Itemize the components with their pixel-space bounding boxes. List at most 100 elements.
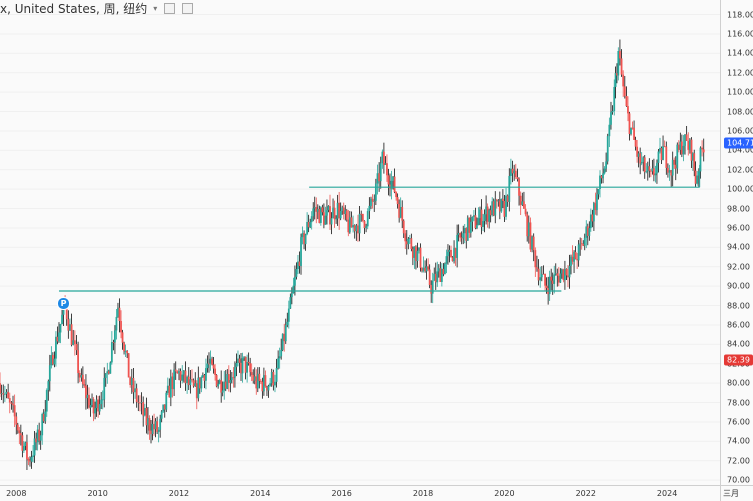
- candle-body: [80, 374, 83, 378]
- candle-body: [134, 388, 136, 393]
- secondary-price-label: 82.39: [724, 354, 753, 366]
- candle-body: [454, 248, 457, 258]
- candle-body: [643, 157, 646, 173]
- chevron-down-icon[interactable]: ▾: [153, 3, 158, 13]
- price-tick: 106.00: [727, 126, 753, 136]
- candle-body: [462, 233, 465, 239]
- candle-body: [548, 276, 551, 295]
- candle-body: [211, 358, 213, 365]
- price-tick: 98.00: [727, 204, 750, 214]
- candle-body: [379, 163, 382, 182]
- candle-body: [489, 210, 492, 216]
- candle-body: [702, 149, 705, 153]
- candle-body: [600, 175, 603, 179]
- candle-body: [542, 273, 545, 275]
- time-axis[interactable]: 2008 2010 2012 2014 2016 2018 2020 2022 2024: [0, 485, 720, 501]
- candle-body: [55, 336, 57, 359]
- candle-body: [690, 139, 693, 161]
- candle-body: [171, 376, 174, 390]
- candle-body: [221, 390, 224, 393]
- candle-body: [10, 402, 13, 404]
- candle-body: [574, 251, 577, 259]
- candle-body: [485, 206, 488, 215]
- candle-body: [115, 316, 118, 331]
- candle-body: [15, 416, 18, 425]
- candle-body: [506, 195, 509, 202]
- candle-body: [390, 180, 393, 189]
- candle-body: [51, 355, 54, 365]
- candle-body: [659, 147, 661, 152]
- time-axis-corner[interactable]: 三月: [720, 485, 753, 501]
- candle-body: [640, 161, 643, 164]
- candle-body: [564, 268, 566, 281]
- candle-body: [165, 392, 168, 410]
- price-axis[interactable]: 118.00 116.00 114.00 112.00 110.00 108.00 106.…: [720, 0, 753, 485]
- candle-body: [7, 391, 10, 399]
- time-tick: 2010: [87, 489, 108, 498]
- candle-body: [247, 361, 250, 364]
- candle-body: [413, 246, 416, 258]
- candle-body: [59, 323, 62, 333]
- candle-body: [460, 237, 463, 239]
- candle-body: [680, 141, 683, 155]
- candle-body: [553, 274, 556, 284]
- candle-body: [701, 147, 704, 150]
- candle-body: [357, 225, 359, 234]
- candle-body: [476, 225, 478, 229]
- candle-body: [324, 215, 327, 225]
- candle-body: [466, 217, 469, 241]
- candle-body: [677, 144, 680, 150]
- candle-body: [648, 166, 651, 171]
- candle-body: [540, 273, 543, 278]
- candle-body: [73, 340, 76, 344]
- candle-body: [166, 385, 169, 393]
- candle-body: [450, 249, 452, 258]
- time-tick: 2018: [412, 489, 434, 498]
- candle-body: [631, 127, 634, 129]
- candle-body: [19, 433, 22, 436]
- candle-body: [471, 216, 474, 222]
- candle-body: [232, 377, 235, 379]
- symbol-title[interactable]: x, United States, 周, 纽约: [0, 1, 148, 16]
- candle-body: [398, 204, 401, 218]
- candle-body: [480, 209, 483, 227]
- price-chart[interactable]: [0, 0, 720, 485]
- candle-body: [463, 227, 466, 234]
- candle-body: [315, 207, 318, 212]
- candle-body: [42, 413, 45, 422]
- candle-body: [469, 221, 472, 233]
- candle-body: [65, 304, 68, 320]
- candle-body: [482, 221, 484, 227]
- candle-body: [294, 276, 296, 286]
- candle-body: [304, 234, 307, 245]
- candle-body: [29, 460, 31, 462]
- marker-badge[interactable]: P: [57, 297, 70, 310]
- candle-body: [374, 183, 377, 201]
- candle-body: [613, 86, 616, 111]
- candle-body: [18, 430, 21, 434]
- hide-icon[interactable]: [164, 2, 176, 14]
- candle-body: [402, 220, 405, 234]
- candle-body: [645, 171, 648, 173]
- candle-body: [156, 421, 159, 432]
- candle-body: [696, 175, 699, 184]
- candle-body: [301, 233, 304, 238]
- candle-body: [580, 243, 583, 245]
- candle-body: [267, 385, 270, 391]
- candle-body: [599, 175, 601, 189]
- candle-body: [674, 164, 677, 169]
- candle-body: [488, 210, 491, 222]
- candle-body: [448, 249, 451, 252]
- candle-body: [27, 459, 30, 461]
- settings-icon[interactable]: [182, 2, 194, 14]
- candle-body: [274, 381, 276, 386]
- candle-body: [147, 418, 149, 426]
- candle-body: [262, 375, 265, 392]
- candle-body: [363, 220, 366, 228]
- candle-body: [430, 284, 433, 294]
- candle-body: [39, 435, 42, 441]
- candle-body: [358, 213, 361, 234]
- candle-body: [313, 207, 316, 209]
- candle-body: [453, 248, 455, 262]
- candle-body: [214, 368, 216, 375]
